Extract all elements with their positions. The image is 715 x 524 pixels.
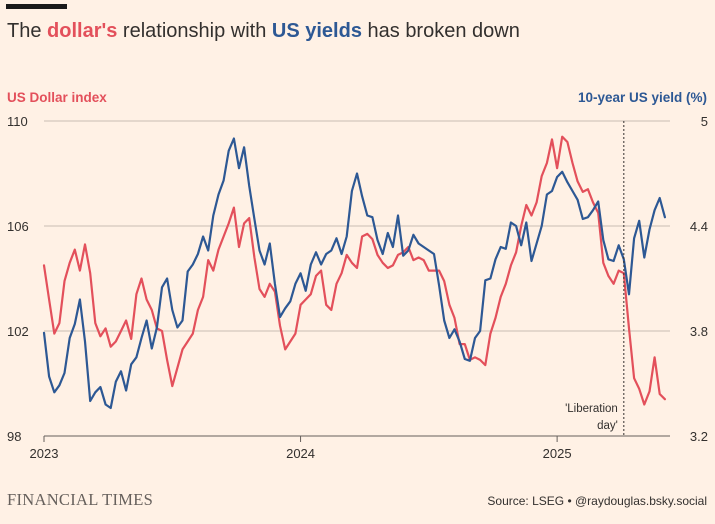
chart-title: The dollar's relationship with US yields… — [7, 20, 520, 43]
title-part-dollar: dollar's — [47, 20, 118, 42]
gridlines — [44, 120, 670, 437]
ft-top-bar — [6, 4, 67, 9]
title-part-1: The — [7, 20, 48, 42]
left-axis-title: US Dollar index — [7, 90, 107, 105]
title-part-3: relationship with — [117, 20, 272, 42]
series-lines — [42, 135, 667, 410]
us-yield-line — [42, 137, 667, 410]
left-tick-label: 106 — [7, 219, 29, 234]
title-part-yields: US yields — [271, 20, 362, 42]
right-tick-label: 4.4 — [690, 219, 708, 234]
annotation: 'Liberation day' — [565, 121, 625, 436]
right-tick-label: 3.2 — [690, 429, 708, 444]
right-tick-label: 5 — [701, 114, 708, 129]
annotation-label: day' — [597, 420, 618, 432]
title-part-5: has broken down — [361, 20, 520, 42]
left-tick-label: 98 — [7, 429, 21, 444]
left-tick-label: 110 — [7, 114, 28, 129]
axis-ticks: 110 106 102 98 5 4.4 3.8 3.2 2023 2024 2025 — [7, 114, 708, 461]
x-tick-label: 2024 — [286, 446, 315, 461]
annotation-label: 'Liberation — [565, 403, 618, 415]
ft-logo: FINANCIAL TIMES — [7, 490, 154, 509]
x-tick-label: 2023 — [30, 446, 59, 461]
left-tick-label: 102 — [7, 324, 29, 339]
dollar-index-line — [42, 135, 667, 406]
source-note: Source: LSEG • @raydouglas.bsky.social — [487, 494, 707, 508]
right-tick-label: 3.8 — [690, 324, 708, 339]
x-tick-label: 2025 — [543, 446, 572, 461]
right-axis-title: 10-year US yield (%) — [577, 90, 707, 105]
